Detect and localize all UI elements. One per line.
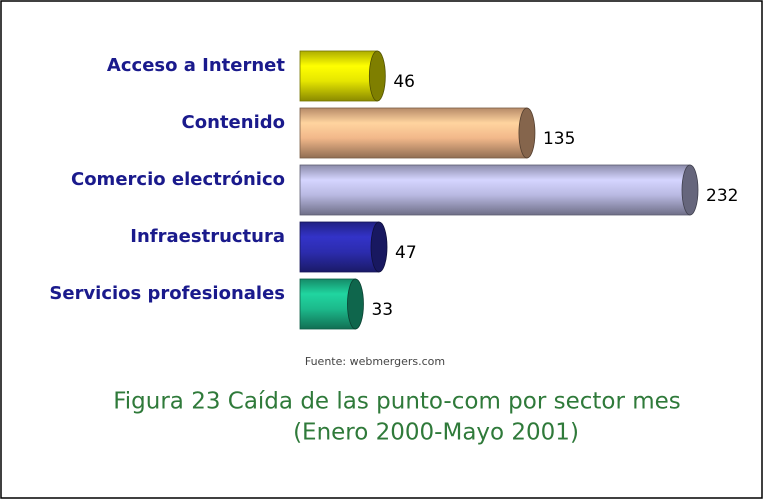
category-label: Infraestructura — [130, 226, 285, 247]
bar — [299, 221, 388, 273]
category-label: Servicios profesionales — [49, 283, 285, 304]
bar — [299, 278, 364, 330]
caption-line: Figura 23 Caída de las punto-com por sec… — [113, 389, 681, 415]
bar-body — [299, 221, 380, 273]
bar — [299, 164, 699, 216]
value-label: 135 — [543, 129, 575, 149]
category-label: Acceso a Internet — [107, 55, 285, 76]
bar-body — [299, 107, 528, 159]
caption-line: (Enero 2000-Mayo 2001) — [293, 420, 579, 446]
category-label: Comercio electrónico — [71, 169, 285, 190]
bar-body — [299, 278, 356, 330]
bar — [299, 107, 536, 159]
bar-cap — [370, 221, 388, 273]
category-label: Contenido — [182, 112, 285, 133]
bar-cap — [347, 278, 364, 330]
bar-cap — [681, 164, 699, 216]
source: Fuente: webmergers.com — [305, 355, 445, 368]
bar-body — [299, 50, 378, 102]
value-label: 46 — [393, 72, 415, 92]
bar-cap — [518, 107, 536, 159]
value-label: 33 — [371, 300, 393, 320]
bar-cap — [368, 50, 386, 102]
bar-body — [299, 164, 691, 216]
value-label: 47 — [395, 243, 417, 263]
value-label: 232 — [706, 186, 738, 206]
bar — [299, 50, 386, 102]
